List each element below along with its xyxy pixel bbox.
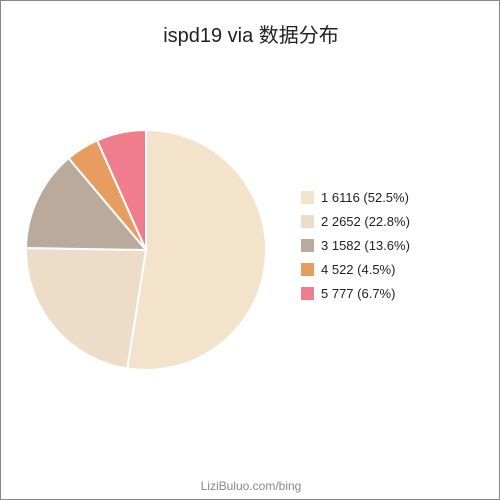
pie-slice-1 (127, 130, 266, 370)
legend-item-5: 5 777 (6.7%) (301, 281, 410, 305)
legend-label: 4 522 (4.5%) (321, 262, 395, 277)
legend-swatch (301, 239, 314, 252)
legend-swatch (301, 191, 314, 204)
legend-label: 5 777 (6.7%) (321, 286, 395, 301)
legend-label: 3 1582 (13.6%) (321, 238, 410, 253)
legend-item-1: 1 6116 (52.5%) (301, 185, 410, 209)
legend-item-3: 3 1582 (13.6%) (301, 233, 410, 257)
legend-swatch (301, 215, 314, 228)
legend-label: 2 2652 (22.8%) (321, 214, 410, 229)
legend-label: 1 6116 (52.5%) (321, 190, 409, 205)
legend-item-4: 4 522 (4.5%) (301, 257, 410, 281)
legend-swatch (301, 263, 314, 276)
watermark-text: LiziBuluo.com/bing (1, 479, 500, 493)
legend-item-2: 2 2652 (22.8%) (301, 209, 410, 233)
legend: 1 6116 (52.5%) 2 2652 (22.8%) 3 1582 (13.6… (301, 185, 410, 305)
legend-swatch (301, 287, 314, 300)
pie-slice-2 (26, 248, 146, 369)
